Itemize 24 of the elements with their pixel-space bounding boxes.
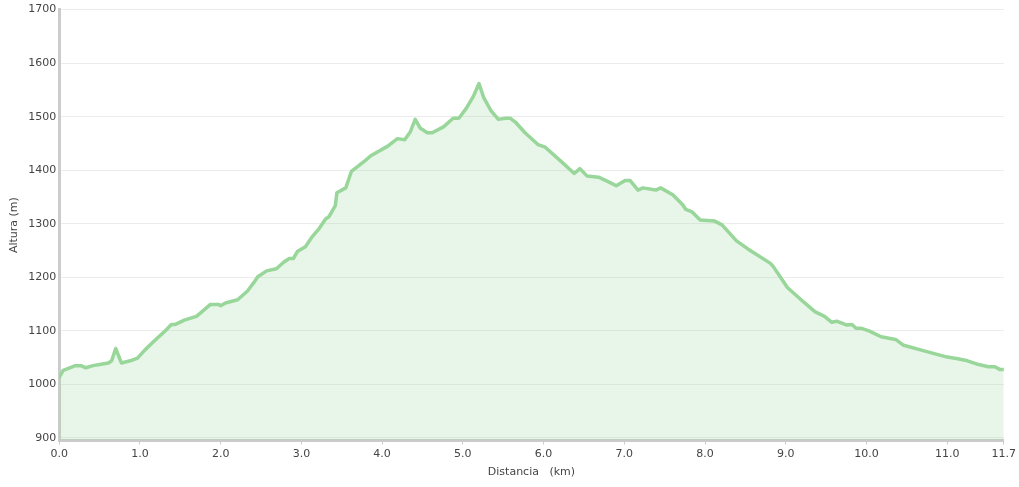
y-tick-label: 1600: [28, 56, 57, 69]
x-tick-label: 11.7: [991, 447, 1016, 461]
x-tick-label: 8.0: [696, 447, 714, 461]
y-tick-label: 900: [35, 430, 57, 444]
y-tick-label: 1000: [28, 377, 57, 391]
x-axis-title: Distancia (km): [487, 465, 576, 479]
x-tick-label: 6.0: [534, 447, 553, 461]
y-tick-label: 1300: [28, 216, 57, 230]
x-tick-label: 0.0: [50, 447, 68, 461]
x-tick-label: 5.0: [454, 447, 472, 461]
y-tick-label: 1500: [28, 109, 57, 123]
x-tick-label: 10.0: [854, 447, 879, 461]
y-tick-label: 1700: [28, 2, 57, 16]
y-tick-label: 1200: [28, 270, 57, 284]
x-tick-label: 11.0: [934, 447, 960, 461]
y-tick-label: 1400: [28, 163, 57, 177]
x-tick-label: 4.0: [373, 447, 391, 461]
x-tick-label: 2.0: [211, 447, 230, 461]
x-tick-label: 7.0: [615, 447, 634, 461]
x-tick-label: 1.0: [131, 447, 149, 461]
y-axis-title: Altura (m): [7, 197, 21, 254]
x-tick-label: 9.0: [777, 447, 795, 461]
y-tick-label: 1100: [28, 323, 57, 337]
x-tick-label: 3.0: [292, 447, 311, 461]
